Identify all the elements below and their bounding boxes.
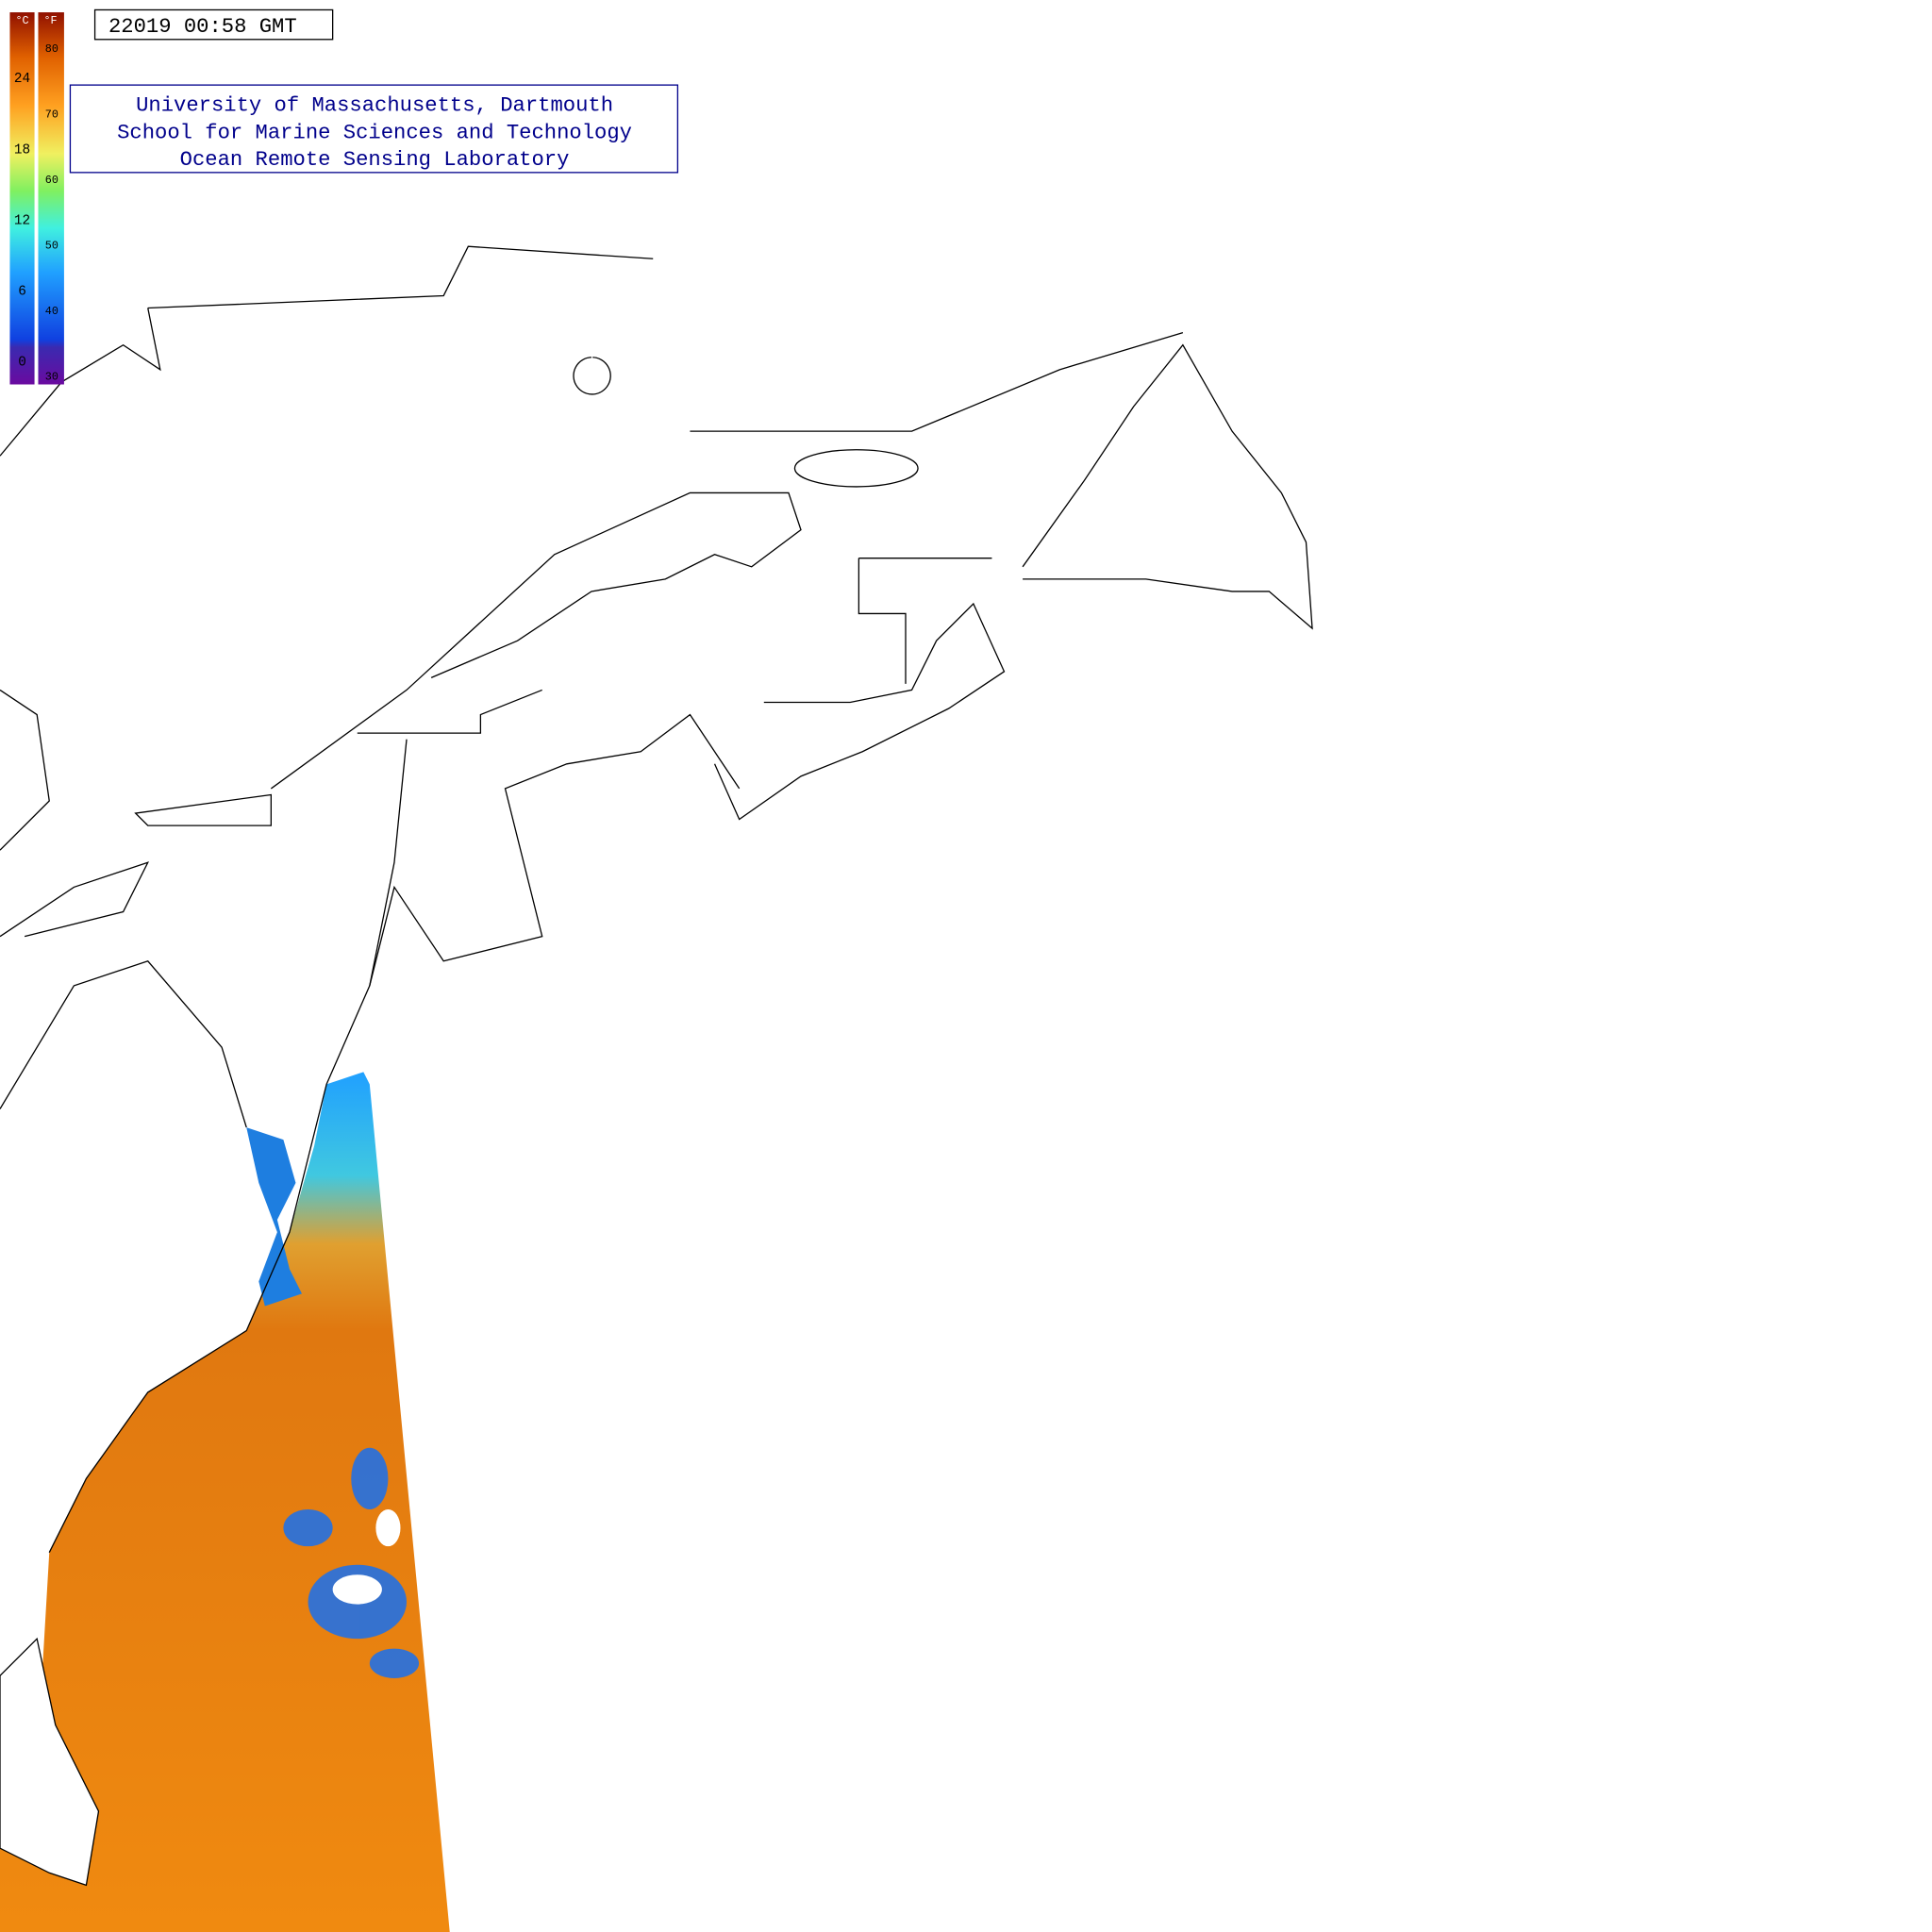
fahrenheit-tick-label: 70 bbox=[45, 108, 58, 122]
fahrenheit-unit: °F bbox=[43, 14, 57, 27]
celsius-tick-label: 12 bbox=[14, 213, 30, 228]
cloud-gaps bbox=[332, 1509, 401, 1605]
credit-line: University of Massachusetts, Dartmouth bbox=[136, 94, 613, 118]
credit-line: School for Marine Sciences and Technolog… bbox=[117, 121, 632, 144]
celsius-unit: °C bbox=[15, 14, 28, 27]
timestamp-box bbox=[93, 8, 334, 41]
florida bbox=[0, 1637, 100, 1887]
coastlines bbox=[0, 245, 1313, 1554]
fahrenheit-tick-label: 40 bbox=[45, 305, 58, 318]
credits-box bbox=[69, 84, 679, 174]
fahrenheit-tick-label: 60 bbox=[45, 174, 58, 187]
fahrenheit-bar bbox=[38, 12, 64, 385]
celsius-tick-label: 0 bbox=[18, 356, 26, 371]
celsius-tick-label: 18 bbox=[14, 142, 30, 158]
celsius-bar bbox=[9, 12, 35, 385]
credit-line: Ocean Remote Sensing Laboratory bbox=[180, 148, 570, 172]
celsius-tick-label: 6 bbox=[18, 285, 26, 300]
timestamp: 22019 00:58 GMT bbox=[108, 15, 297, 39]
celsius-tick-label: 24 bbox=[14, 72, 30, 87]
fahrenheit-tick-label: 80 bbox=[45, 42, 58, 56]
fahrenheit-tick-label: 50 bbox=[45, 239, 58, 252]
fahrenheit-tick-label: 30 bbox=[45, 370, 58, 383]
chesapeake bbox=[246, 1127, 302, 1307]
sst-swath bbox=[0, 1072, 450, 1932]
